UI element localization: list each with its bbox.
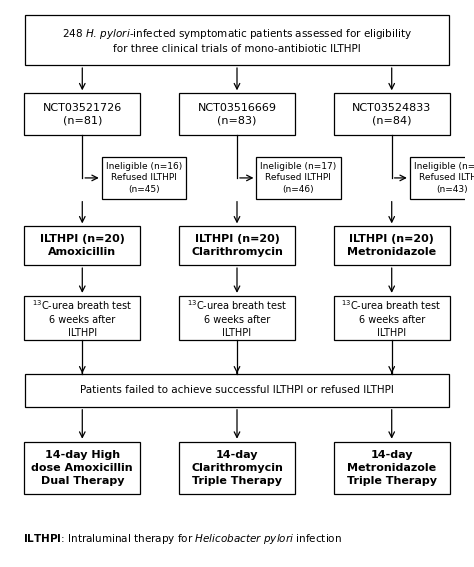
- Text: ILTHPI (n=20)
Metronidazole: ILTHPI (n=20) Metronidazole: [347, 234, 436, 257]
- Text: ILTHPI (n=20)
Amoxicillin: ILTHPI (n=20) Amoxicillin: [40, 234, 125, 257]
- FancyBboxPatch shape: [256, 157, 340, 199]
- Text: Ineligible (n=17)
Refused ILTHPI
(n=46): Ineligible (n=17) Refused ILTHPI (n=46): [260, 162, 337, 194]
- FancyBboxPatch shape: [179, 296, 295, 340]
- Text: 14-day
Clarithromycin
Triple Therapy: 14-day Clarithromycin Triple Therapy: [191, 450, 283, 486]
- Text: 248 $H.\,pylori$-infected symptomatic patients assessed for eligibility
for thre: 248 $H.\,pylori$-infected symptomatic pa…: [62, 27, 412, 53]
- Text: $^{13}$C-urea breath test
6 weeks after
ILTHPI: $^{13}$C-urea breath test 6 weeks after …: [32, 298, 133, 338]
- Text: 14-day
Metronidazole
Triple Therapy: 14-day Metronidazole Triple Therapy: [346, 450, 437, 486]
- Text: NCT03516669
(n=83): NCT03516669 (n=83): [198, 103, 276, 125]
- FancyBboxPatch shape: [334, 93, 450, 135]
- FancyBboxPatch shape: [24, 442, 140, 494]
- Text: Patients failed to achieve successful ILTHPI or refused ILTHPI: Patients failed to achieve successful IL…: [80, 385, 394, 395]
- Text: $\mathbf{ILTHPI}$: Intraluminal therapy for $\it{Helicobacter\ pylori}$ infectio: $\mathbf{ILTHPI}$: Intraluminal therapy …: [23, 532, 342, 546]
- FancyBboxPatch shape: [179, 93, 295, 135]
- FancyBboxPatch shape: [410, 157, 474, 199]
- Text: $^{13}$C-urea breath test
6 weeks after
ILTHPI: $^{13}$C-urea breath test 6 weeks after …: [187, 298, 287, 338]
- FancyBboxPatch shape: [24, 226, 140, 265]
- FancyBboxPatch shape: [24, 93, 140, 135]
- FancyBboxPatch shape: [26, 374, 448, 407]
- FancyBboxPatch shape: [334, 442, 450, 494]
- FancyBboxPatch shape: [101, 157, 186, 199]
- Text: NCT03524833
(n=84): NCT03524833 (n=84): [352, 103, 431, 125]
- Text: Ineligible (n=16)
Refused ILTHPI
(n=45): Ineligible (n=16) Refused ILTHPI (n=45): [106, 162, 182, 194]
- Text: NCT03521726
(n=81): NCT03521726 (n=81): [43, 103, 122, 125]
- FancyBboxPatch shape: [26, 15, 448, 65]
- FancyBboxPatch shape: [24, 296, 140, 340]
- FancyBboxPatch shape: [179, 442, 295, 494]
- Text: ILTHPI (n=20)
Clarithromycin: ILTHPI (n=20) Clarithromycin: [191, 234, 283, 257]
- Text: Ineligible (n=21)
Refused ILTHPI
(n=43): Ineligible (n=21) Refused ILTHPI (n=43): [414, 162, 474, 194]
- FancyBboxPatch shape: [179, 226, 295, 265]
- FancyBboxPatch shape: [334, 226, 450, 265]
- Text: 14-day High
dose Amoxicillin
Dual Therapy: 14-day High dose Amoxicillin Dual Therap…: [31, 450, 133, 486]
- FancyBboxPatch shape: [334, 296, 450, 340]
- Text: $^{13}$C-urea breath test
6 weeks after
ILTHPI: $^{13}$C-urea breath test 6 weeks after …: [341, 298, 442, 338]
